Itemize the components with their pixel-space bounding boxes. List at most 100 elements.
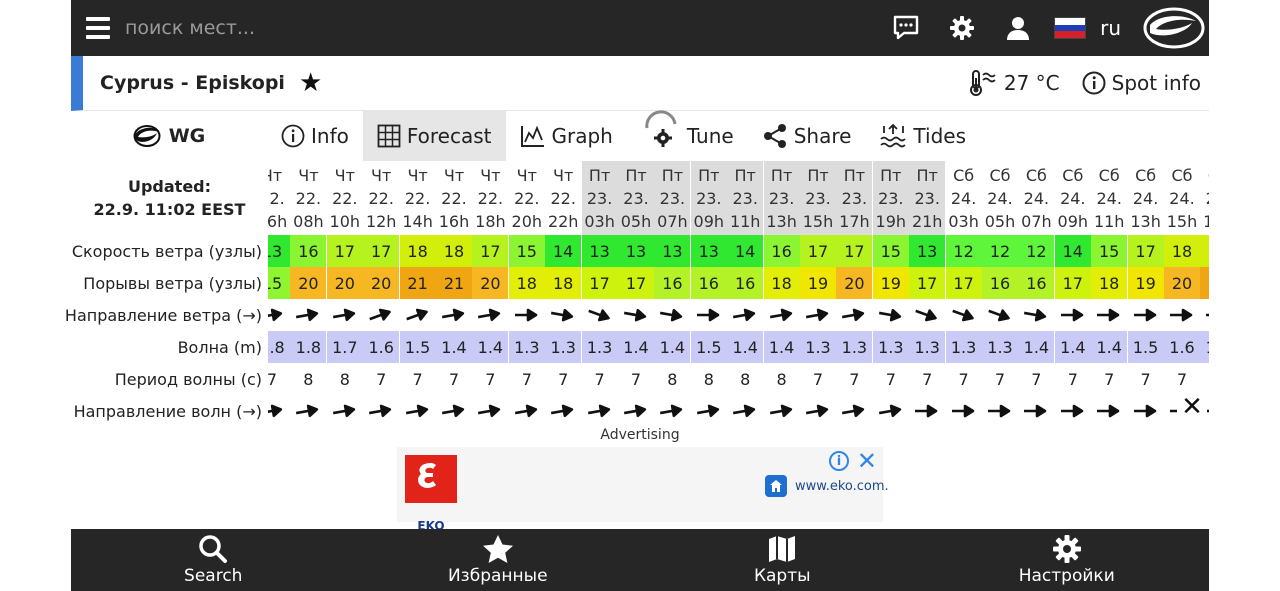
- language-label[interactable]: ru: [1100, 16, 1121, 40]
- wave-height-cell: 1.5: [399, 331, 436, 363]
- wg-brand-tab[interactable]: WG: [71, 111, 267, 161]
- header-day: Сб: [1171, 165, 1193, 185]
- wave-height-cell: 1.3: [508, 331, 545, 363]
- nav-settings-label: Настройки: [1018, 566, 1115, 586]
- wind-direction-arrow: [654, 299, 690, 331]
- header-hour: 15h: [1166, 211, 1198, 231]
- gust-cell: 18: [508, 267, 545, 299]
- column-header: Пт 23. 09h: [690, 161, 727, 235]
- wind-speed-cell: 15: [1091, 235, 1128, 267]
- nav-favorites[interactable]: Избранные: [356, 529, 641, 591]
- settings-gear-icon[interactable]: [934, 0, 990, 56]
- wave-height-cell: 1.8: [268, 331, 290, 363]
- forecast-column: Сб 24. 05h 12 16 1.3 7: [982, 161, 1018, 423]
- wind-speed-cell: 15: [872, 235, 909, 267]
- wave-direction-arrow: [691, 395, 727, 423]
- wave-height-cell: 1.3: [945, 331, 982, 363]
- wind-speed-cell: 13: [268, 235, 290, 267]
- wind-direction-arrow: [618, 299, 654, 331]
- hamburger-menu-icon[interactable]: [71, 0, 125, 56]
- row-label-wave-period: Период волны (с): [114, 369, 262, 389]
- ad-close-icon[interactable]: ✕: [856, 447, 877, 475]
- header-hour: 14h: [402, 211, 433, 231]
- tab-share[interactable]: Share: [748, 111, 866, 161]
- forecast-table-scroll[interactable]: Чт22.06h13151.87Чт22.08h16201.88Чт22.10h…: [268, 161, 1209, 423]
- wave-direction-arrow: [400, 395, 436, 423]
- ad-banner[interactable]: EKO i ✕ www.eko.com.: [397, 447, 889, 533]
- wave-period-cell: 7: [581, 363, 618, 395]
- column-header: Пт 23. 19h: [872, 161, 909, 235]
- wave-height-cell: 1.4: [654, 331, 691, 363]
- header-day: Пт: [770, 165, 793, 185]
- header-day: Чт: [298, 165, 319, 185]
- gust-cell: 21: [1200, 267, 1209, 299]
- eko-logo[interactable]: EKO: [405, 455, 457, 533]
- spot-title: Cyprus - Episkopi: [100, 72, 285, 94]
- gust-cell: 17: [618, 267, 654, 299]
- nav-settings[interactable]: Настройки: [925, 529, 1210, 591]
- tab-tune-label: Tune: [686, 124, 734, 148]
- ad-info-icon[interactable]: i: [829, 451, 849, 471]
- wave-height-cell: 1.3: [581, 331, 618, 363]
- wind-direction-arrow: [1091, 299, 1127, 331]
- wind-direction-arrow: [472, 299, 508, 331]
- gear-icon: [1052, 535, 1081, 563]
- gust-cell: 21: [436, 267, 472, 299]
- column-header: Чт 22. 16h: [436, 161, 472, 235]
- tab-graph[interactable]: Graph: [506, 111, 627, 161]
- spot-info-link[interactable]: Spot info: [1082, 71, 1201, 95]
- wave-period-cell: 7: [1200, 363, 1209, 395]
- forecast-column: Пт 23. 07h 13 16 1.4 8: [654, 161, 691, 423]
- russian-flag-icon[interactable]: [1054, 17, 1087, 39]
- favorite-star-icon[interactable]: ★: [298, 68, 323, 98]
- wind-speed-cell: 14: [545, 235, 582, 267]
- wind-direction-arrow: [1200, 299, 1209, 331]
- nav-search[interactable]: Search: [71, 529, 356, 591]
- user-icon[interactable]: [990, 0, 1046, 56]
- forecast-row-labels: Updated: 22.9. 11:02 EEST Скорость ветра…: [65, 161, 268, 427]
- wave-direction-arrow: [982, 395, 1018, 423]
- wind-direction-arrow: [400, 299, 436, 331]
- header-date: 24.: [987, 188, 1013, 208]
- header-hour: 19h: [875, 211, 907, 231]
- column-header: Пт 23. 17h: [836, 161, 873, 235]
- close-icon[interactable]: ✕: [1177, 392, 1207, 422]
- header-date: 23.: [732, 188, 758, 208]
- windguru-small-logo-icon: [133, 125, 161, 147]
- wind-direction-arrow: [436, 299, 472, 331]
- wind-speed-cell: 17: [326, 235, 363, 267]
- header-hour: 21h: [911, 211, 943, 231]
- wave-direction-arrow: [654, 395, 690, 423]
- windguru-logo-icon[interactable]: [1139, 0, 1209, 56]
- header-day: Чт: [371, 165, 392, 185]
- column-header: Сб 24. 09h: [1055, 161, 1091, 235]
- header-hour: 18h: [475, 211, 506, 231]
- wind-direction-arrow: [691, 299, 727, 331]
- row-label-wind-speed: Скорость ветра (узлы): [71, 241, 262, 261]
- tab-info[interactable]: Info: [267, 111, 363, 161]
- wind-direction-arrow: [727, 299, 763, 331]
- tab-forecast[interactable]: Forecast: [362, 111, 506, 161]
- wave-period-cell: 7: [1054, 363, 1091, 395]
- wave-direction-arrow: [1018, 395, 1054, 423]
- column-header: Чт 22. 08h: [290, 161, 326, 235]
- gust-cell: 15: [268, 267, 290, 299]
- gust-cell: 20: [290, 267, 327, 299]
- tab-tides[interactable]: Tides: [865, 111, 980, 161]
- wind-direction-arrow: [764, 299, 800, 331]
- wave-height-cell: 1.5: [690, 331, 727, 363]
- wind-speed-cell: 13: [618, 235, 654, 267]
- chart-icon: [520, 125, 544, 147]
- nav-maps[interactable]: Карты: [640, 529, 925, 591]
- wave-period-cell: 7: [363, 363, 400, 395]
- wave-period-cell: 8: [654, 363, 691, 395]
- search-input[interactable]: [125, 8, 425, 48]
- chat-icon[interactable]: [878, 0, 934, 56]
- tab-tune[interactable]: Tune: [627, 110, 748, 161]
- ad-url-link[interactable]: www.eko.com.: [765, 475, 889, 497]
- wave-height-cell: 1.4: [763, 331, 800, 363]
- wave-direction-arrow: [873, 395, 909, 423]
- wave-direction-arrow: [436, 395, 472, 423]
- header-day: Чт: [480, 165, 501, 185]
- header-hour: 07h: [1021, 211, 1052, 231]
